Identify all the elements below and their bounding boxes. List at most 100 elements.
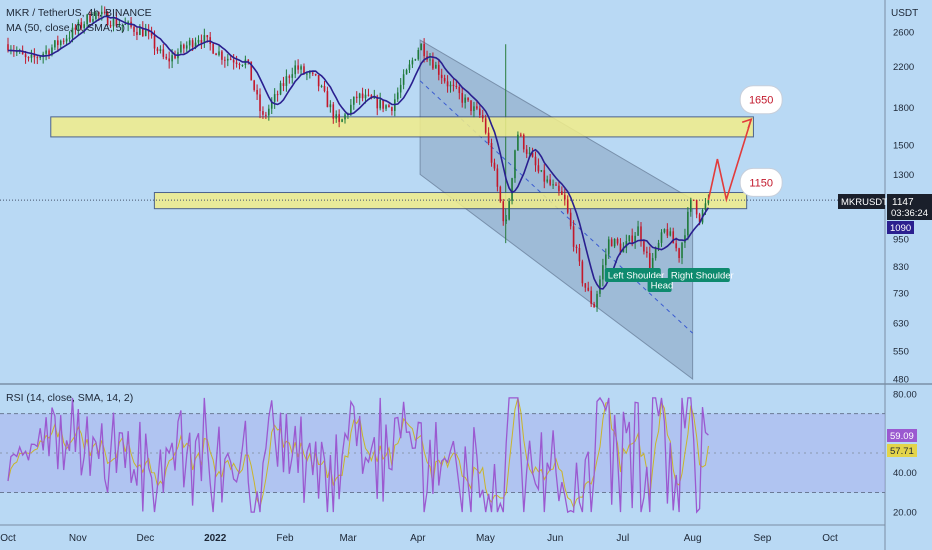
candle-body <box>657 242 660 248</box>
candle-body <box>382 99 384 109</box>
candle-body <box>660 232 663 243</box>
candle-body <box>100 11 103 15</box>
candle-body <box>74 27 77 30</box>
candle-body <box>651 258 654 271</box>
candle-body <box>92 18 94 22</box>
candle-body <box>203 35 206 43</box>
candle-body <box>473 106 475 112</box>
candle-body <box>144 30 147 37</box>
candle-body <box>136 31 138 35</box>
candle-body <box>141 27 144 37</box>
candle-body <box>704 203 707 210</box>
candle-body <box>332 104 335 119</box>
candle-body <box>461 93 464 103</box>
candle-body <box>352 96 355 105</box>
candle-body <box>36 57 39 59</box>
candle-body <box>599 279 601 294</box>
candle-body <box>171 55 173 62</box>
candle-body <box>291 74 294 78</box>
candle-body <box>379 99 381 109</box>
candle-body <box>569 212 572 227</box>
candle-body <box>338 114 340 122</box>
price-target-callout[interactable] <box>739 85 783 115</box>
candle-body <box>241 64 244 66</box>
last-price-badge <box>887 194 932 220</box>
candle-body <box>62 40 65 42</box>
candle-body <box>572 226 575 247</box>
candle-body <box>672 231 675 244</box>
candle-body <box>159 49 162 51</box>
candle-body <box>405 69 408 75</box>
candle-body <box>344 114 346 120</box>
candle-body <box>587 287 590 291</box>
rsi-indicator-title: RSI (14, close, SMA, 14, 2) <box>6 392 133 404</box>
candle-body <box>534 156 537 166</box>
projection-path[interactable] <box>707 119 752 203</box>
candle-body <box>279 83 282 95</box>
candle-body <box>276 94 279 96</box>
candle-body <box>648 253 651 271</box>
candle-body <box>476 106 478 109</box>
candle-body <box>496 168 499 187</box>
candle-body <box>546 179 549 182</box>
candle-body <box>162 49 165 57</box>
candle-body <box>15 51 18 53</box>
pattern-label-box <box>604 268 661 282</box>
candle-body <box>247 59 250 62</box>
candle-body <box>309 72 311 74</box>
candle-body <box>522 134 525 150</box>
candle-body <box>206 35 209 38</box>
candle-body <box>282 83 285 86</box>
candle-body <box>59 40 62 46</box>
candle-body <box>452 84 455 86</box>
time-axis-tick: Oct <box>822 533 838 544</box>
candle-body <box>675 243 677 249</box>
candle-body <box>467 97 469 101</box>
candle-body <box>200 39 203 43</box>
candle-body <box>367 94 370 96</box>
candle-body <box>265 114 267 116</box>
candle-body <box>194 42 197 48</box>
candle-body <box>168 58 170 62</box>
price-axis-tick: 830 <box>893 262 909 273</box>
candle-body <box>24 54 27 58</box>
candle-body <box>502 201 505 222</box>
candle-body <box>408 64 411 70</box>
candle-body <box>607 239 610 255</box>
candle-body <box>687 211 689 236</box>
candle-body <box>511 178 513 201</box>
candle-body <box>133 26 135 32</box>
candle-body <box>423 44 425 57</box>
price-target-callout[interactable] <box>739 167 783 197</box>
support-resistance-zone[interactable] <box>50 116 754 138</box>
candle-body <box>417 50 420 60</box>
candle-body <box>288 76 291 78</box>
rsi-ma-value-badge <box>887 444 917 457</box>
time-axis-tick: Mar <box>339 533 357 544</box>
candle-body <box>150 32 153 36</box>
candle-body <box>268 108 270 116</box>
candle-body <box>124 24 127 26</box>
candle-body <box>80 22 83 28</box>
candle-body <box>238 63 241 65</box>
candle-body <box>549 179 551 185</box>
symbol-badge-text: MKRUSDT <box>841 197 888 208</box>
time-axis-tick: May <box>476 533 495 544</box>
candle-body <box>437 64 440 75</box>
candle-body <box>505 219 507 222</box>
symbol-badge <box>838 194 885 209</box>
candle-body <box>578 248 581 262</box>
candle-body <box>317 75 320 87</box>
candle-body <box>27 57 30 59</box>
candle-body <box>575 246 578 249</box>
candle-body <box>695 200 698 215</box>
support-resistance-zone[interactable] <box>153 192 748 210</box>
candle-body <box>71 27 74 38</box>
candle-body <box>253 80 255 90</box>
symbol-title: MKR / TetherUS, 4h, BINANCE <box>6 7 152 19</box>
candle-body <box>640 226 642 242</box>
candle-body <box>479 108 481 116</box>
candle-body <box>637 226 639 236</box>
price-axis-tick: 1500 <box>893 140 914 151</box>
